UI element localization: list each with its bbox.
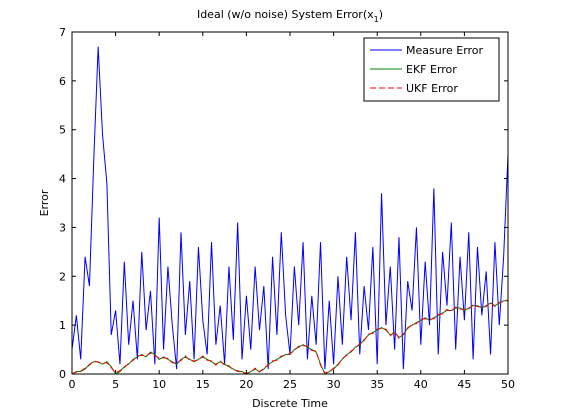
x-tick-label: 45 <box>457 378 471 391</box>
x-tick-label: 25 <box>283 378 297 391</box>
x-tick-label: 50 <box>501 378 515 391</box>
x-tick-label: 0 <box>69 378 76 391</box>
x-tick-label: 40 <box>414 378 428 391</box>
y-tick-label: 5 <box>59 124 66 137</box>
y-tick-label: 1 <box>59 319 66 332</box>
legend-label: UKF Error <box>406 82 458 95</box>
title-text: Ideal (w/o noise) System Error(x <box>197 8 374 21</box>
x-tick-label: 30 <box>327 378 341 391</box>
x-tick-label: 5 <box>112 378 119 391</box>
legend-label: EKF Error <box>406 63 457 76</box>
series-line <box>71 299 509 375</box>
x-tick-label: 15 <box>196 378 210 391</box>
series-line <box>71 300 508 375</box>
x-tick-label: 35 <box>370 378 384 391</box>
y-tick-label: 6 <box>59 75 66 88</box>
title-text: ) <box>379 8 383 21</box>
y-tick-label: 0 <box>59 368 66 381</box>
y-tick-label: 2 <box>59 270 66 283</box>
legend-label: Measure Error <box>406 44 484 57</box>
y-tick-label: 3 <box>59 221 66 234</box>
y-axis-label: Error <box>38 189 51 216</box>
chart-title: Ideal (w/o noise) System Error(x1) <box>197 8 383 24</box>
x-tick-label: 10 <box>152 378 166 391</box>
y-tick-label: 7 <box>59 26 66 39</box>
title-subscript: 1 <box>374 15 379 24</box>
x-tick-label: 20 <box>239 378 253 391</box>
y-tick-label: 4 <box>59 173 66 186</box>
x-axis-label: Discrete Time <box>252 397 328 410</box>
